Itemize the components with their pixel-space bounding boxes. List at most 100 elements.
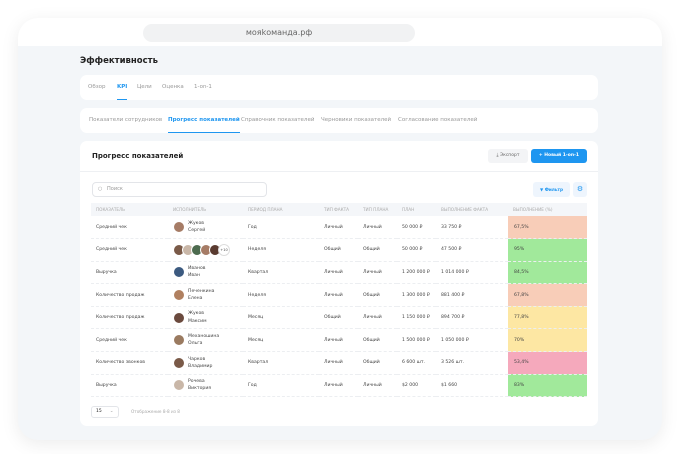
- metric-cell: Средний чек: [91, 328, 168, 353]
- fact-cell: $1 660: [436, 374, 508, 398]
- plan-cell: 50 000 ₽: [397, 238, 436, 262]
- table-row[interactable]: Средний чек +10 Неделя Общий Общий 50 00…: [91, 238, 587, 262]
- page-size-select[interactable]: 15 ⌄: [91, 406, 119, 418]
- fact-cell: 33 750 ₽: [436, 216, 508, 240]
- fact-cell: 47 500 ₽: [436, 238, 508, 262]
- period-cell: Неделя: [243, 283, 319, 307]
- plan-type-cell: Общий: [358, 283, 397, 307]
- table-row[interactable]: Количество продаж Печенкина Елена Неделя …: [91, 283, 587, 307]
- tab-kpi[interactable]: KPI: [117, 75, 128, 100]
- fact-type-cell: Личный: [319, 216, 358, 240]
- subtab-drafts[interactable]: Черновики показателей: [321, 117, 392, 123]
- table-row[interactable]: Количество продаж Жуков Максим Месяц Общи…: [91, 306, 587, 330]
- new-1on1-button[interactable]: + Новый 1-on-1: [531, 149, 587, 163]
- tab-1on1[interactable]: 1-on-1: [194, 84, 212, 90]
- search-input[interactable]: ○ Поиск: [92, 182, 267, 197]
- tab-evaluation[interactable]: Оценка: [162, 84, 184, 90]
- period-cell: Квартал: [243, 351, 319, 375]
- tab-goals[interactable]: Цели: [137, 84, 152, 90]
- plan-type-cell: Личный: [358, 261, 397, 285]
- assignee-first-name: Елена: [188, 296, 203, 302]
- col-fact-type[interactable]: Тип факта: [319, 203, 358, 216]
- avatar: [173, 221, 185, 234]
- assignee-cell: Жуков Сергей: [168, 216, 243, 240]
- plan-type-cell: Личный: [358, 374, 397, 398]
- assignee-cell: Иванов Иван: [168, 261, 243, 285]
- fact-cell: 3 526 шт.: [436, 351, 508, 375]
- assignee-last-name: Жуков: [188, 220, 204, 226]
- fact-type-cell: Общий: [319, 238, 358, 262]
- assignee-last-name: Механошина: [188, 333, 220, 339]
- export-label: Экспорт: [499, 153, 520, 158]
- plan-cell: $2 000: [397, 374, 436, 398]
- address-bar[interactable]: мояkоманда.рф: [143, 24, 415, 42]
- filter-button[interactable]: ▼ Фильтр: [533, 182, 570, 197]
- table-row[interactable]: Средний чек Жуков Сергей Год Личный Личны…: [91, 216, 587, 240]
- new-label: Новый 1-on-1: [544, 153, 580, 158]
- period-cell: Месяц: [243, 306, 319, 330]
- fact-type-cell: Личный: [319, 374, 358, 398]
- assignee-cell: Печенкина Елена: [168, 283, 243, 307]
- pagination-info: Отображение 8-8 из 8: [131, 409, 180, 414]
- settings-button[interactable]: ⚙: [573, 182, 587, 197]
- plan-cell: 1 200 000 ₽: [397, 261, 436, 285]
- download-icon: ⤓: [496, 153, 500, 158]
- subtab-progress[interactable]: Прогресс показателей: [168, 108, 240, 133]
- chevron-down-icon: ⌄: [109, 409, 114, 414]
- assignee-first-name: Иван: [188, 273, 200, 279]
- col-assignee[interactable]: Исполнитель: [168, 203, 243, 216]
- table-row[interactable]: Выручка Рочева Виктория Год Личный Личный…: [91, 374, 587, 398]
- col-metric[interactable]: Показатель: [91, 203, 168, 216]
- assignee-cell: Жуков Максим: [168, 306, 243, 330]
- metric-cell: Количество звонков: [91, 351, 168, 375]
- sub-tabs: Показатели сотрудников Прогресс показате…: [80, 108, 598, 133]
- assignee-first-name: Сергей: [188, 228, 206, 234]
- table-row[interactable]: Средний чек Механошина Ольга Месяц Личный…: [91, 328, 587, 353]
- period-cell: Год: [243, 374, 319, 398]
- col-pct[interactable]: Выполнение (%): [508, 203, 587, 216]
- fact-cell: 881 400 ₽: [436, 283, 508, 307]
- col-fact[interactable]: Выполнение факта: [436, 203, 508, 216]
- gear-icon: ⚙: [576, 185, 584, 193]
- completion-cell: 53,4%: [508, 351, 587, 375]
- col-plan-type[interactable]: Тип плана: [358, 203, 397, 216]
- assignee-first-name: Владимир: [188, 363, 213, 369]
- completion-cell: 67,8%: [508, 283, 587, 307]
- table-row[interactable]: Выручка Иванов Иван Квартал Личный Личный…: [91, 261, 587, 285]
- period-cell: Месяц: [243, 328, 319, 353]
- avatar: [173, 334, 185, 347]
- assignee-last-name: Печенкина: [188, 288, 215, 294]
- assignee-last-name: Иванов: [188, 266, 206, 272]
- metric-cell: Средний чек: [91, 238, 168, 262]
- period-cell: Квартал: [243, 261, 319, 285]
- panel-title: Прогресс показателей: [92, 152, 184, 160]
- metric-cell: Количество продаж: [91, 306, 168, 330]
- avatar: [173, 311, 185, 324]
- plus-icon: +: [538, 153, 545, 158]
- table-row[interactable]: Количество звонков Чарков Владимир Кварта…: [91, 351, 587, 375]
- subtab-employee-metrics[interactable]: Показатели сотрудников: [89, 117, 163, 123]
- fact-cell: 1 050 000 ₽: [436, 328, 508, 353]
- assignee-cell: Механошина Ольга: [168, 328, 243, 353]
- export-button[interactable]: ⤓ Экспорт: [488, 149, 528, 163]
- completion-cell: 67,5%: [508, 216, 587, 240]
- col-period[interactable]: Период плана: [243, 203, 319, 216]
- plan-type-cell: Личный: [358, 216, 397, 240]
- more-assignees-badge[interactable]: +10: [218, 243, 230, 256]
- divider: [80, 171, 598, 172]
- avatar: [173, 379, 185, 392]
- completion-cell: 84,5%: [508, 261, 587, 285]
- page-title: Эффективность: [80, 56, 158, 66]
- plan-cell: 6 600 шт.: [397, 351, 436, 375]
- plan-cell: 1 300 000 ₽: [397, 283, 436, 307]
- filter-label: Фильтр: [544, 187, 563, 192]
- col-plan[interactable]: План: [397, 203, 436, 216]
- completion-cell: 77,8%: [508, 306, 587, 330]
- avatar: [173, 266, 185, 279]
- assignee-first-name: Ольга: [188, 341, 203, 347]
- metric-cell: Средний чек: [91, 216, 168, 240]
- subtab-catalog[interactable]: Справочник показателей: [241, 117, 315, 123]
- tab-overview[interactable]: Обзор: [88, 84, 106, 90]
- subtab-approval[interactable]: Согласование показателей: [398, 117, 478, 123]
- main-tabs: Обзор KPI Цели Оценка 1-on-1: [80, 75, 598, 100]
